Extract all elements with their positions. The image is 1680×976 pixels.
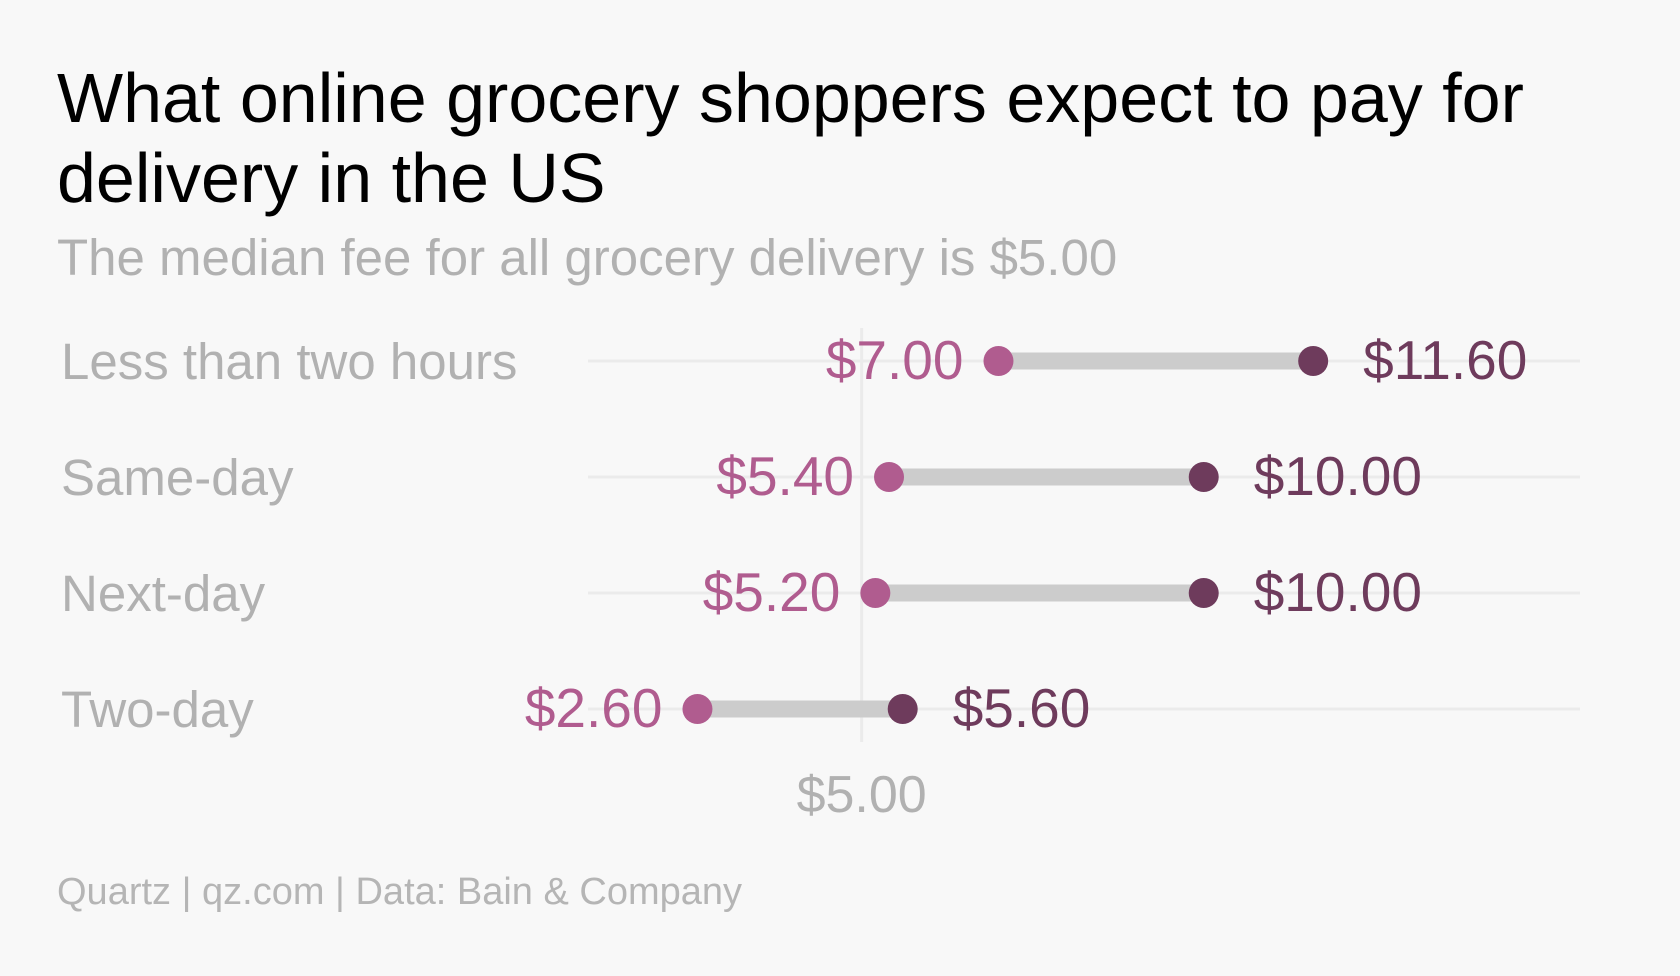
low-value-label: $2.60 bbox=[525, 677, 663, 739]
high-value-dot bbox=[1188, 578, 1219, 608]
low-value-label: $5.40 bbox=[716, 445, 854, 507]
chart-title: What online grocery shoppers expect to p… bbox=[57, 59, 1524, 217]
low-value-dot bbox=[874, 462, 905, 492]
high-value-dot bbox=[1188, 462, 1219, 492]
source-note: Quartz | qz.com | Data: Bain & Company bbox=[57, 871, 743, 913]
low-value-dot bbox=[983, 346, 1014, 376]
high-value-label: $11.60 bbox=[1363, 329, 1527, 391]
low-value-label: $5.20 bbox=[703, 561, 841, 623]
high-value-label: $5.60 bbox=[953, 677, 1091, 739]
low-value-label: $7.00 bbox=[826, 329, 964, 391]
category-label: Two-day bbox=[61, 681, 254, 738]
low-value-dot bbox=[682, 694, 713, 724]
category-label: Less than two hours bbox=[61, 333, 517, 390]
low-value-dot bbox=[860, 578, 891, 608]
category-label: Same-day bbox=[61, 449, 294, 506]
high-value-label: $10.00 bbox=[1254, 561, 1422, 623]
high-value-dot bbox=[1298, 346, 1329, 376]
chart-subtitle: The median fee for all grocery delivery … bbox=[57, 229, 1118, 286]
high-value-dot bbox=[887, 694, 918, 724]
x-axis-tick-label: $5.00 bbox=[797, 766, 927, 824]
category-label: Next-day bbox=[61, 565, 266, 622]
high-value-label: $10.00 bbox=[1254, 445, 1422, 507]
